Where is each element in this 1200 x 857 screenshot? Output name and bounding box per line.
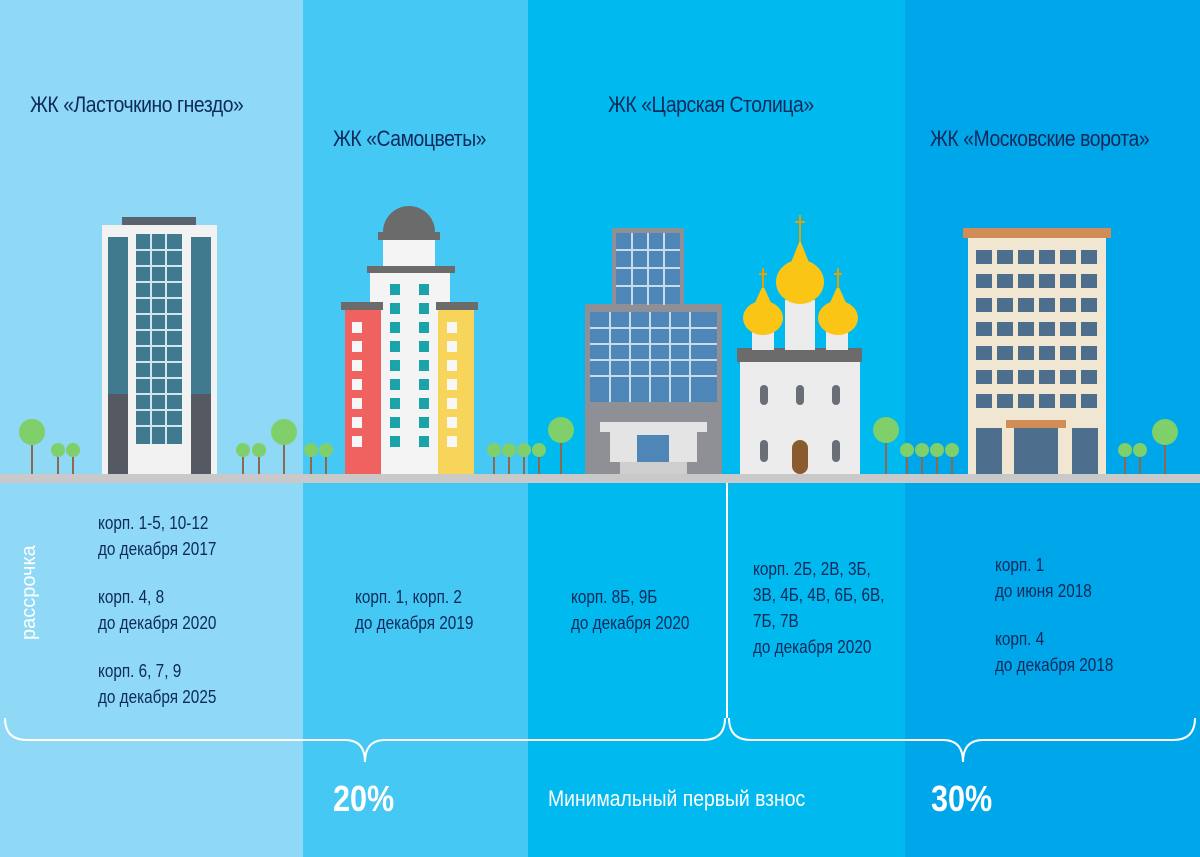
window — [997, 298, 1013, 312]
building-lastochkino — [102, 217, 217, 474]
window — [447, 360, 457, 371]
down-payment-20: 20% — [333, 778, 395, 819]
installment-label: рассрочка — [18, 545, 40, 640]
title-samotsvety: ЖК «Самоцветы» — [333, 126, 487, 151]
window — [447, 436, 457, 447]
building-moskovskie — [963, 228, 1111, 474]
building-samotsvety — [341, 206, 478, 474]
brace-20 — [4, 717, 726, 763]
building-tsarskaya-office — [585, 228, 722, 474]
window — [1060, 250, 1076, 264]
window — [419, 398, 429, 409]
down-payment-label: Минимальный первый взнос — [548, 786, 806, 811]
window — [390, 341, 400, 352]
window — [419, 284, 429, 295]
window — [1039, 250, 1055, 264]
terms-tsarskaya-office: корп. 8Б, 9Б до декабря 2020 — [571, 587, 690, 633]
window — [419, 379, 429, 390]
window — [1060, 274, 1076, 288]
window — [1018, 322, 1034, 336]
window — [976, 274, 992, 288]
ground-line — [0, 474, 1200, 483]
terms-lastochkino: корп. 1-5, 10-12 до декабря 2017 корп. 4,… — [98, 513, 217, 707]
window — [1081, 394, 1097, 408]
title-tsarskaya: ЖК «Царская Столица» — [608, 92, 814, 117]
window — [1039, 322, 1055, 336]
window — [997, 394, 1013, 408]
window — [1081, 298, 1097, 312]
window — [1081, 274, 1097, 288]
window — [1018, 346, 1034, 360]
window — [352, 417, 362, 428]
window — [390, 417, 400, 428]
window — [976, 250, 992, 264]
window — [390, 398, 400, 409]
title-moskovskie: ЖК «Московские ворота» — [930, 126, 1150, 151]
window — [419, 341, 429, 352]
window — [976, 322, 992, 336]
window — [390, 436, 400, 447]
window — [1039, 274, 1055, 288]
terms-moskovskie: корп. 1 до июня 2018 корп. 4 до декабря 20… — [995, 555, 1114, 675]
window — [1060, 370, 1076, 384]
window — [1081, 250, 1097, 264]
terms-tsarskaya-church: корп. 2Б, 2В, 3Б, 3В, 4Б, 4В, 6Б, 6В, 7Б, … — [753, 559, 885, 657]
window — [1018, 298, 1034, 312]
window — [419, 303, 429, 314]
window — [976, 298, 992, 312]
window — [419, 360, 429, 371]
window — [976, 346, 992, 360]
window — [352, 379, 362, 390]
window — [390, 303, 400, 314]
window — [997, 274, 1013, 288]
window — [390, 360, 400, 371]
tree-icons — [19, 417, 1178, 457]
window — [997, 250, 1013, 264]
window — [447, 322, 457, 333]
building-church — [737, 215, 862, 474]
window — [1060, 346, 1076, 360]
window — [447, 417, 457, 428]
window — [352, 398, 362, 409]
brace-30 — [728, 717, 1196, 763]
window — [390, 322, 400, 333]
window — [419, 417, 429, 428]
window — [1018, 250, 1034, 264]
terms-samotsvety: корп. 1, корп. 2 до декабря 2019 — [355, 587, 474, 633]
window — [997, 346, 1013, 360]
window — [997, 370, 1013, 384]
window — [352, 360, 362, 371]
window — [419, 436, 429, 447]
down-payment-30: 30% — [931, 778, 993, 819]
window — [352, 322, 362, 333]
window — [1018, 274, 1034, 288]
window — [1018, 394, 1034, 408]
window — [352, 341, 362, 352]
window — [1039, 346, 1055, 360]
window — [447, 341, 457, 352]
window — [1060, 322, 1076, 336]
title-lastochkino: ЖК «Ласточкино гнездо» — [30, 92, 244, 117]
window — [390, 379, 400, 390]
window — [447, 379, 457, 390]
window — [447, 398, 457, 409]
window — [1081, 370, 1097, 384]
window — [1039, 298, 1055, 312]
window — [1039, 370, 1055, 384]
window — [1081, 346, 1097, 360]
window — [390, 284, 400, 295]
window — [976, 370, 992, 384]
window — [419, 322, 429, 333]
window — [1018, 370, 1034, 384]
window — [1060, 394, 1076, 408]
window — [1081, 322, 1097, 336]
window — [976, 394, 992, 408]
window — [1039, 394, 1055, 408]
window — [352, 436, 362, 447]
window — [997, 322, 1013, 336]
window — [1060, 298, 1076, 312]
